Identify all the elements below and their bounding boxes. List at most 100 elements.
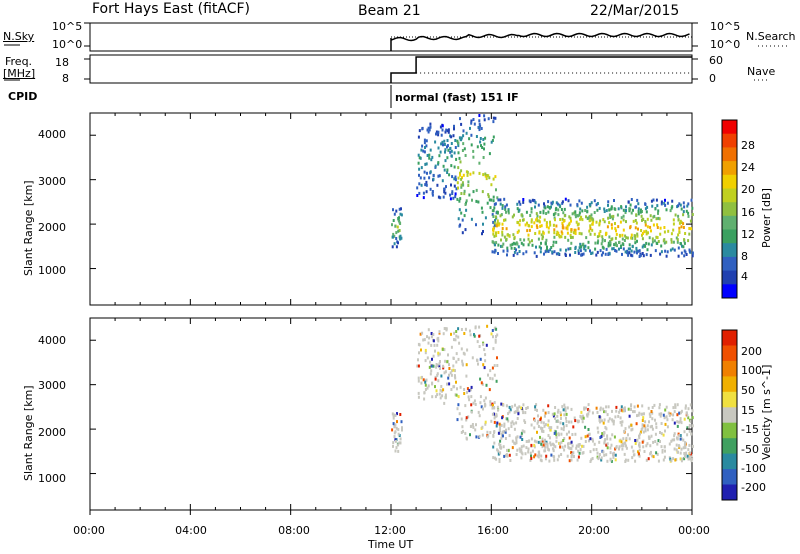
power-cell — [679, 203, 682, 207]
velocity-cell — [691, 444, 694, 448]
power-cell — [563, 207, 566, 211]
power-cell — [492, 232, 495, 236]
power-cell — [640, 214, 643, 218]
velocity-cell — [559, 413, 562, 417]
velocity-cell — [602, 421, 605, 425]
power-cell — [567, 223, 570, 227]
power-cb-tick-8: 8 — [741, 250, 748, 263]
power-cell — [670, 240, 673, 244]
velocity-cell — [451, 369, 453, 373]
velocity-cell — [571, 433, 574, 436]
power-cell — [591, 222, 594, 226]
velocity-cell — [475, 435, 478, 439]
power-cell — [618, 240, 621, 244]
velocity-cell — [489, 369, 492, 373]
power-cell — [545, 212, 548, 215]
velocity-cell — [689, 403, 692, 407]
power-cell — [443, 143, 446, 146]
velocity-colorbar-swatch — [722, 330, 737, 346]
nsky-label: N.Sky — [3, 30, 35, 43]
power-cell — [449, 193, 452, 197]
velocity-cell — [638, 452, 640, 456]
velocity-cell — [421, 331, 424, 335]
velocity-cell — [595, 406, 598, 410]
velocity-cell — [504, 430, 507, 434]
power-cell — [418, 167, 421, 171]
velocity-cell — [484, 359, 487, 363]
power-cell — [425, 139, 428, 143]
velocity-cell — [457, 357, 460, 361]
velocity-cell — [518, 447, 521, 451]
velocity-cell — [448, 382, 451, 386]
velocity-cell — [490, 332, 493, 336]
velocity-cell — [686, 433, 689, 437]
velocity-cell — [643, 412, 645, 416]
velocity-cell — [603, 410, 605, 414]
power-cell — [435, 130, 438, 134]
nave-label: Nave — [747, 65, 776, 78]
velocity-cell — [689, 451, 692, 455]
velocity-cell — [673, 434, 676, 438]
power-cell — [637, 207, 640, 211]
velocity-cell — [591, 437, 594, 441]
power-cell — [606, 225, 609, 229]
velocity-cell — [571, 444, 574, 448]
power-cell — [632, 219, 635, 223]
velocity-cell — [426, 386, 429, 390]
power-cell — [664, 198, 666, 202]
power-cell — [391, 235, 394, 239]
power-cell — [418, 182, 421, 186]
power-cell — [628, 243, 631, 247]
power-cell — [457, 186, 459, 190]
power-cell — [644, 223, 647, 227]
velocity-cell — [577, 455, 580, 459]
velocity-cell — [510, 425, 513, 428]
velocity-cell — [469, 433, 471, 437]
power-cell — [589, 218, 592, 222]
power-cell — [507, 209, 510, 213]
velocity-cell — [677, 444, 680, 448]
power-cell — [481, 190, 484, 194]
velocity-cell — [548, 426, 551, 430]
power-cell — [539, 215, 542, 219]
power-cell — [454, 195, 457, 199]
velocity-cell — [614, 458, 617, 462]
velocity-cell — [391, 428, 394, 432]
power-cell — [517, 229, 520, 233]
velocity-cell — [565, 416, 567, 420]
power-cell — [530, 218, 533, 222]
velocity-cb-tick-m200: -200 — [741, 481, 766, 494]
power-cell — [552, 223, 555, 227]
power-cell — [682, 210, 685, 214]
power-cell — [682, 213, 685, 217]
velocity-cell — [620, 440, 623, 444]
power-cell — [425, 183, 428, 187]
power-cell — [677, 254, 680, 258]
velocity-cell — [470, 410, 473, 414]
power-cell — [522, 198, 525, 201]
power-cell — [423, 138, 426, 142]
velocity-cell — [394, 413, 397, 417]
power-cell — [478, 128, 481, 132]
velocity-cell — [539, 440, 542, 444]
power-cell — [635, 221, 638, 225]
velocity-cell — [520, 456, 523, 460]
velocity-cell — [507, 427, 510, 431]
power-cell — [490, 183, 493, 187]
velocity-cell — [630, 428, 633, 432]
velocity-cell — [536, 430, 538, 434]
velocity-cell — [603, 441, 606, 445]
velocity-cell — [609, 458, 612, 462]
power-cell — [558, 235, 561, 239]
power-cell — [605, 247, 608, 251]
velocity-cell — [669, 457, 672, 461]
velocity-cell — [465, 416, 468, 420]
power-cell — [472, 118, 475, 121]
power-cell — [608, 235, 611, 239]
power-cell — [537, 237, 540, 241]
power-cell — [628, 209, 631, 213]
velocity-cell — [544, 457, 547, 461]
power-cell — [570, 228, 573, 232]
power-cell — [505, 237, 508, 241]
power-cell — [429, 170, 432, 174]
